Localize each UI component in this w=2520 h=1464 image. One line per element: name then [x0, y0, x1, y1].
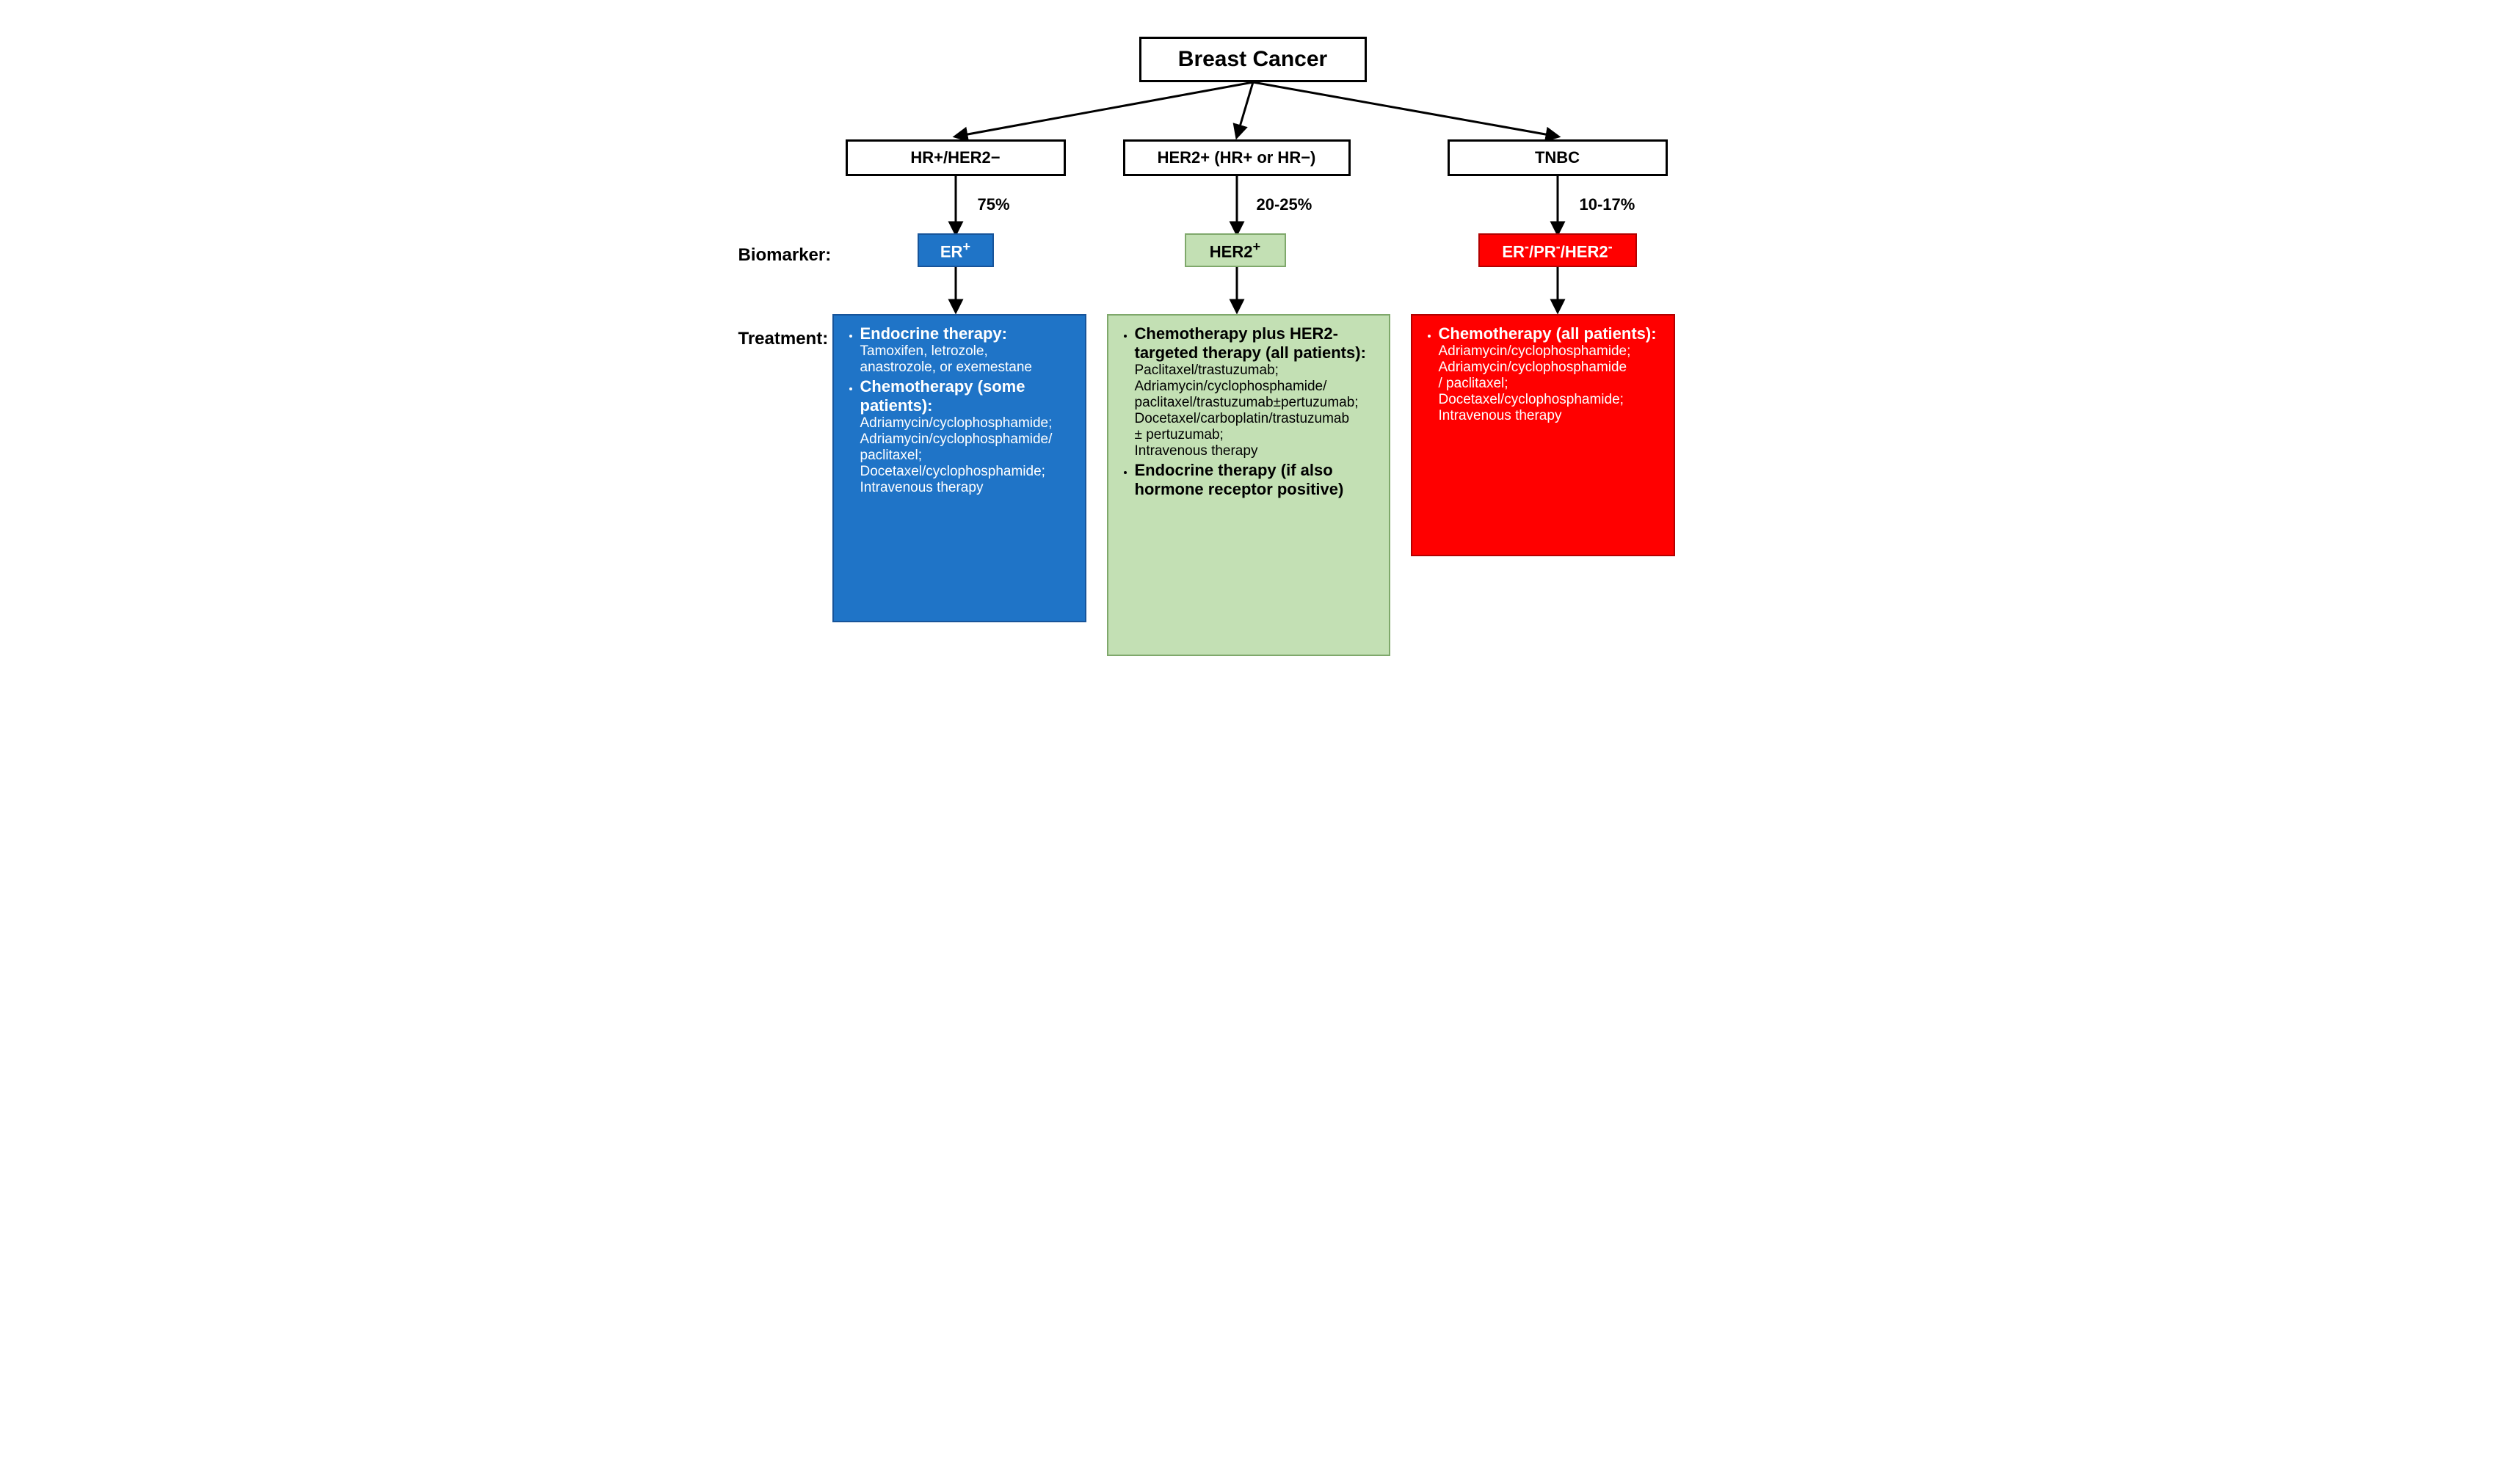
treatment-box-hr_pos: Endocrine therapy:Tamoxifen, letrozole,a… [832, 314, 1086, 622]
treatment-detail: Adriamycin/cyclophosphamide [1439, 360, 1663, 376]
treatment-detail: Docetaxel/carboplatin/trastuzumab [1135, 411, 1379, 427]
treatment-detail: paclitaxel/trastuzumab±pertuzumab; [1135, 395, 1379, 411]
treatment-detail: Tamoxifen, letrozole, [860, 343, 1075, 360]
treatment-item: Endocrine therapy:Tamoxifen, letrozole,a… [860, 324, 1075, 376]
subtype-label: HER2+ (HR+ or HR−) [1158, 148, 1316, 167]
treatment-list: Chemotherapy plus HER2-targeted therapy … [1119, 324, 1379, 499]
treatment-heading: Chemotherapy plus HER2-targeted therapy … [1135, 324, 1366, 362]
subtype-box-hr_pos: HR+/HER2− [846, 139, 1066, 176]
subtype-box-her2_pos: HER2+ (HR+ or HR−) [1123, 139, 1351, 176]
treatment-detail: Intravenous therapy [1439, 408, 1663, 424]
percent-label-hr_pos: 75% [978, 195, 1010, 214]
treatment-detail: ± pertuzumab; [1135, 427, 1379, 443]
treatment-detail: Intravenous therapy [1135, 443, 1379, 459]
percent-label-her2_pos: 20-25% [1257, 195, 1312, 214]
treatment-detail: Adriamycin/cyclophosphamide/ [1135, 379, 1379, 395]
biomarker-label: ER-/PR-/HER2- [1502, 238, 1612, 261]
treatment-detail: Intravenous therapy [860, 480, 1075, 496]
biomarker-label: HER2+ [1210, 238, 1260, 261]
treatment-box-her2_pos: Chemotherapy plus HER2-targeted therapy … [1107, 314, 1390, 656]
treatment-item: Chemotherapy plus HER2-targeted therapy … [1135, 324, 1379, 459]
biomarker-label: ER+ [940, 238, 970, 261]
treatment-list: Endocrine therapy:Tamoxifen, letrozole,a… [844, 324, 1075, 496]
treatment-heading: Endocrine therapy: [860, 324, 1007, 343]
treatment-detail: / paclitaxel; [1439, 376, 1663, 392]
treatment-heading: Chemotherapy (all patients): [1439, 324, 1657, 343]
treatment-item: Chemotherapy (all patients):Adriamycin/c… [1439, 324, 1663, 424]
root-label: Breast Cancer [1178, 47, 1327, 72]
treatment-detail: Docetaxel/cyclophosphamide; [860, 464, 1075, 480]
treatment-detail: paclitaxel; [860, 448, 1075, 464]
treatment-item: Endocrine therapy (if also hormone recep… [1135, 461, 1379, 499]
biomarker-box-tnbc: ER-/PR-/HER2- [1478, 233, 1637, 267]
biomarker-box-her2_pos: HER2+ [1185, 233, 1286, 267]
percent-label-tnbc: 10-17% [1580, 195, 1635, 214]
arrow [1237, 82, 1253, 136]
treatment-item: Chemotherapy (some patients):Adriamycin/… [860, 377, 1075, 496]
treatment-detail: Docetaxel/cyclophosphamide; [1439, 392, 1663, 408]
treatment-detail: Adriamycin/cyclophosphamide; [860, 415, 1075, 431]
root-node: Breast Cancer [1139, 37, 1367, 82]
treatment-heading: Endocrine therapy (if also hormone recep… [1135, 461, 1344, 498]
treatment-detail: Adriamycin/cyclophosphamide/ [860, 431, 1075, 448]
treatment-heading: Chemotherapy (some patients): [860, 377, 1025, 415]
biomarker-box-hr_pos: ER+ [918, 233, 994, 267]
side-label-treatment: Treatment: [738, 329, 829, 349]
treatment-box-tnbc: Chemotherapy (all patients):Adriamycin/c… [1411, 314, 1675, 556]
arrow [1253, 82, 1558, 136]
treatment-detail: anastrozole, or exemestane [860, 360, 1075, 376]
breast-cancer-flowchart: Breast Cancer Biomarker: Treatment: HR+/… [728, 29, 1793, 668]
subtype-label: TNBC [1535, 148, 1580, 167]
treatment-detail: Paclitaxel/trastuzumab; [1135, 363, 1379, 379]
treatment-detail: Adriamycin/cyclophosphamide; [1439, 343, 1663, 360]
side-label-biomarker: Biomarker: [738, 245, 832, 266]
subtype-label: HR+/HER2− [910, 148, 1000, 167]
side-label-biomarker-text: Biomarker: [738, 245, 832, 265]
arrow [956, 82, 1253, 136]
treatment-list: Chemotherapy (all patients):Adriamycin/c… [1423, 324, 1663, 424]
side-label-treatment-text: Treatment: [738, 329, 829, 349]
subtype-box-tnbc: TNBC [1448, 139, 1668, 176]
